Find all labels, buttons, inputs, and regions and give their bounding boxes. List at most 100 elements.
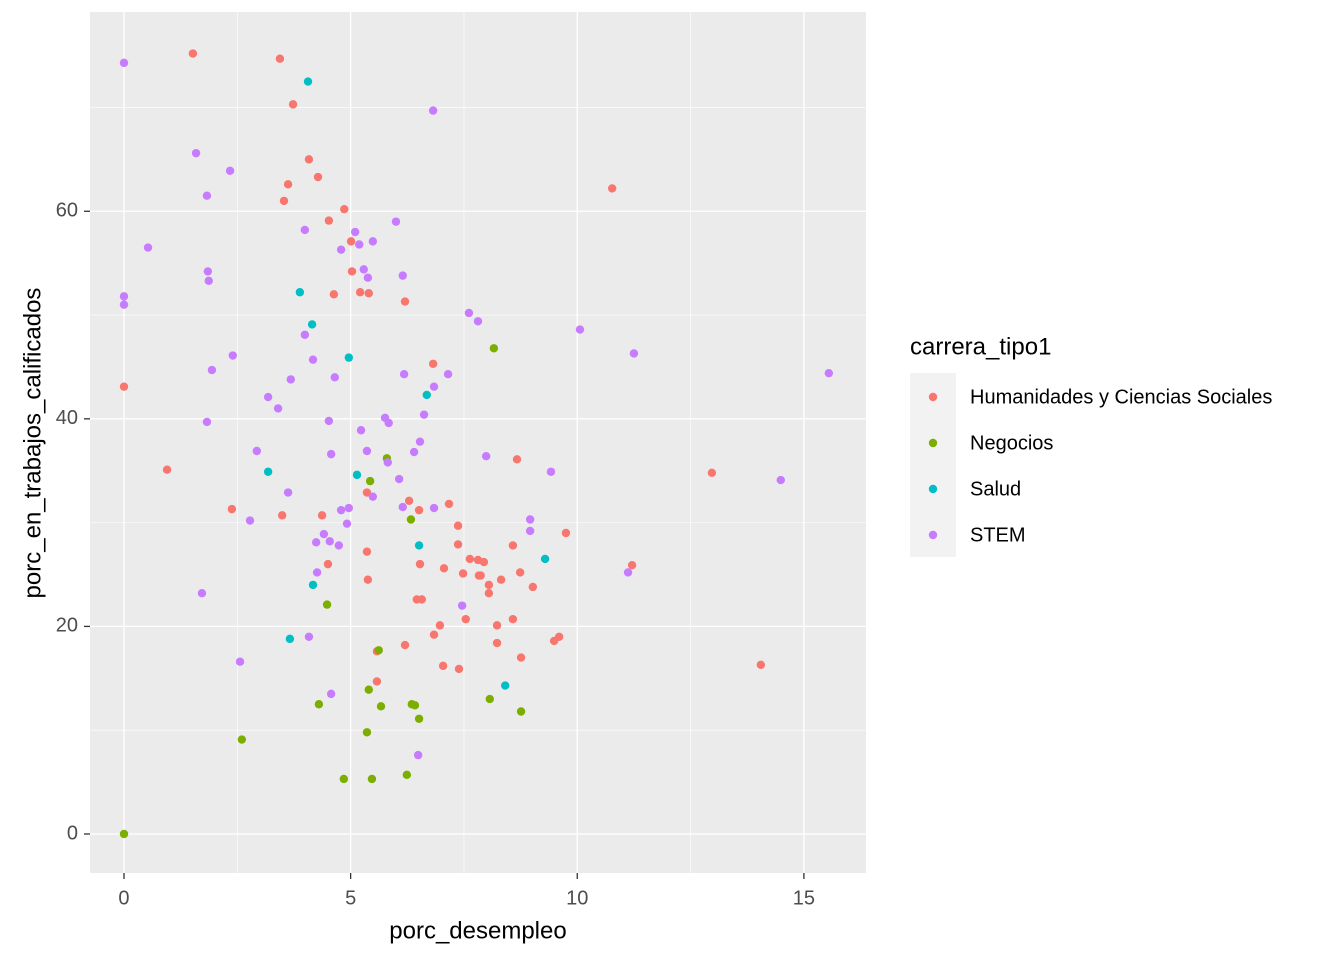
point	[191, 148, 201, 158]
x-tick-label: 0	[118, 887, 129, 909]
point	[575, 325, 585, 334]
point	[453, 540, 463, 549]
legend-key	[928, 484, 938, 494]
point	[119, 382, 129, 391]
y-tick-label: 0	[67, 822, 78, 844]
point	[516, 707, 526, 716]
point	[352, 470, 362, 480]
legend-label: STEM	[970, 524, 1026, 546]
point	[428, 106, 438, 115]
point	[304, 632, 314, 641]
point	[607, 184, 617, 193]
point	[362, 446, 372, 456]
point	[496, 575, 506, 584]
point	[225, 166, 235, 175]
legend-label: Salud	[970, 478, 1021, 500]
point	[227, 504, 237, 514]
point	[438, 661, 448, 671]
point	[344, 353, 354, 362]
point	[516, 653, 526, 662]
y-tick-label: 40	[56, 407, 78, 429]
point	[307, 320, 317, 329]
point	[414, 505, 424, 515]
point	[300, 330, 310, 339]
legend: Humanidades y Ciencias Sociales Negocios S…	[928, 386, 1272, 546]
point	[500, 681, 510, 690]
point	[508, 541, 518, 550]
point	[312, 568, 322, 577]
point	[444, 499, 454, 509]
point	[629, 349, 639, 358]
point	[399, 370, 409, 379]
point	[454, 664, 464, 674]
point	[561, 528, 571, 538]
point	[207, 365, 217, 375]
point	[364, 289, 373, 298]
x-axis-title: porc_desempleo	[389, 917, 566, 944]
point	[473, 317, 483, 326]
point	[464, 308, 474, 318]
point	[326, 449, 336, 459]
point	[365, 476, 375, 486]
point	[824, 368, 834, 378]
point	[350, 227, 360, 237]
point	[329, 290, 339, 299]
point	[458, 569, 468, 578]
point	[202, 191, 212, 200]
point	[415, 559, 425, 569]
point	[339, 774, 349, 784]
point	[119, 58, 129, 68]
point	[415, 437, 425, 446]
points	[119, 49, 834, 839]
point	[489, 344, 499, 353]
point	[776, 475, 785, 485]
point	[461, 614, 470, 624]
point	[188, 49, 198, 58]
point	[362, 547, 372, 556]
legend-key	[928, 530, 938, 540]
point	[414, 541, 424, 550]
point	[484, 580, 494, 590]
point	[347, 267, 357, 276]
point	[362, 728, 372, 737]
point	[429, 630, 439, 639]
point	[419, 410, 429, 419]
point	[515, 568, 525, 577]
point	[340, 204, 349, 214]
point	[457, 601, 467, 610]
point	[414, 714, 424, 723]
point	[525, 515, 535, 524]
point	[330, 373, 339, 382]
point	[303, 77, 313, 86]
point	[484, 588, 494, 598]
point	[237, 735, 247, 744]
point	[398, 502, 407, 512]
point	[492, 621, 502, 630]
point	[304, 155, 314, 164]
point	[288, 100, 298, 109]
point	[319, 529, 329, 539]
point	[143, 243, 153, 252]
point	[162, 465, 172, 474]
point	[374, 646, 383, 655]
point	[439, 564, 449, 573]
point	[465, 554, 475, 564]
point	[540, 554, 550, 564]
point	[372, 677, 382, 686]
point	[376, 702, 386, 711]
point	[400, 640, 410, 650]
point	[485, 694, 494, 704]
point	[277, 511, 287, 520]
point	[324, 416, 334, 426]
point	[479, 557, 489, 567]
point	[263, 392, 273, 402]
panel	[90, 12, 866, 873]
point	[355, 288, 365, 297]
point	[285, 634, 295, 644]
point	[364, 685, 373, 694]
point	[311, 538, 321, 547]
point	[283, 180, 293, 189]
legend-title: carrera_tipo1	[910, 333, 1051, 360]
x-tick-label: 5	[345, 887, 356, 909]
point	[203, 267, 213, 276]
